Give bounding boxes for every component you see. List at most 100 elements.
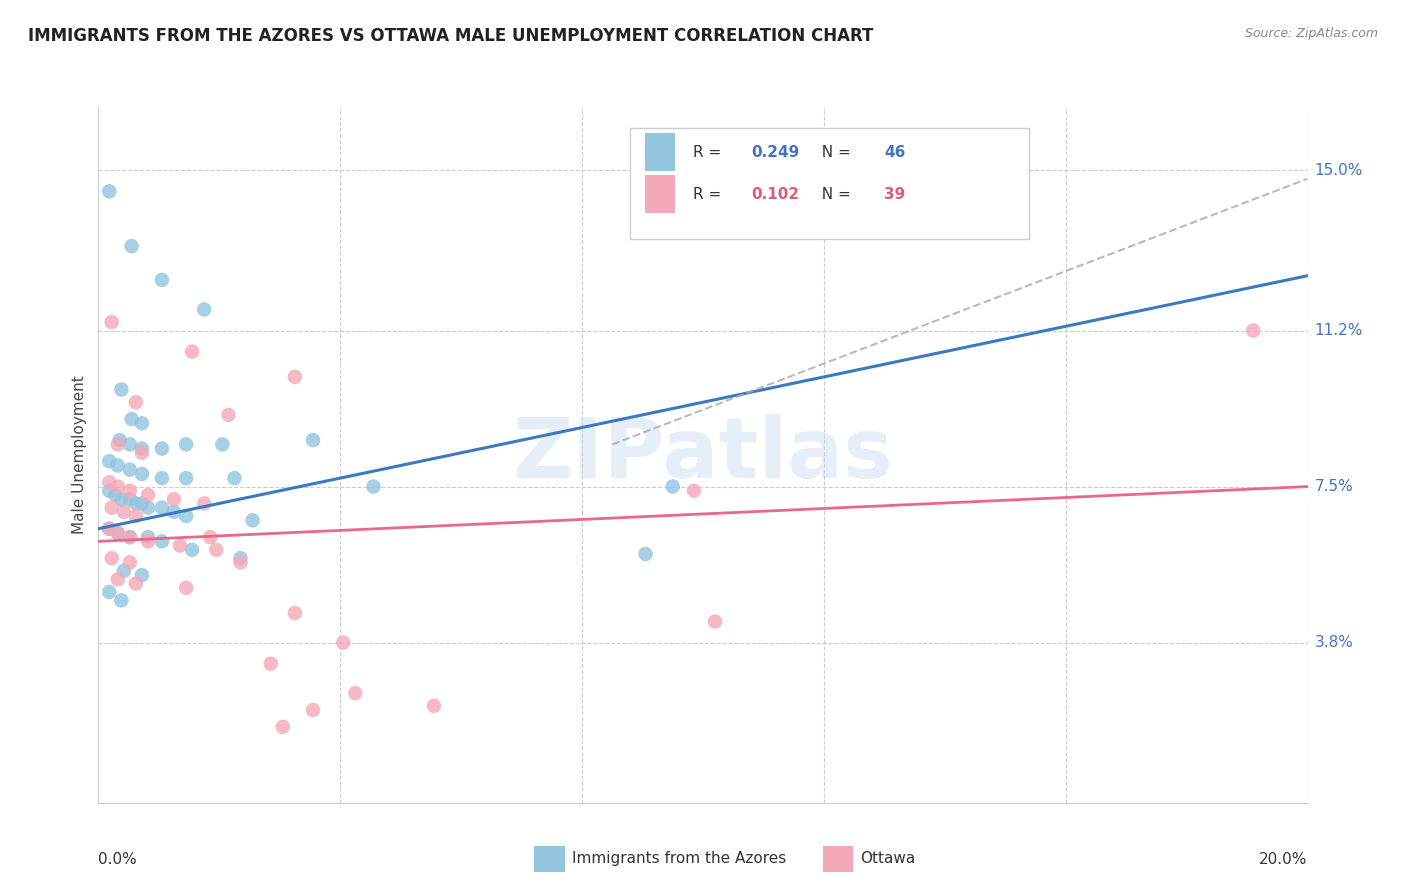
Point <box>200 530 222 544</box>
Point <box>118 483 141 498</box>
Point <box>136 530 159 544</box>
Text: N =: N = <box>811 145 855 160</box>
Text: 46: 46 <box>884 145 905 160</box>
Point <box>110 593 132 607</box>
Bar <box>645 175 675 213</box>
Point <box>181 344 204 359</box>
Point <box>174 581 197 595</box>
Point <box>284 370 307 384</box>
Bar <box>645 133 675 171</box>
Point <box>121 412 143 426</box>
Point <box>211 437 233 451</box>
Point <box>163 505 186 519</box>
Point <box>302 433 325 447</box>
Point <box>174 437 197 451</box>
Point <box>193 496 215 510</box>
Point <box>118 530 141 544</box>
Point <box>100 551 122 566</box>
Point <box>121 239 143 253</box>
Text: Immigrants from the Azores: Immigrants from the Azores <box>572 852 786 866</box>
Point <box>98 475 121 490</box>
Point <box>112 564 135 578</box>
Point <box>229 556 252 570</box>
Point <box>193 302 215 317</box>
Point <box>1241 324 1264 338</box>
Point <box>229 551 252 566</box>
Point <box>110 492 132 507</box>
Text: IMMIGRANTS FROM THE AZORES VS OTTAWA MALE UNEMPLOYMENT CORRELATION CHART: IMMIGRANTS FROM THE AZORES VS OTTAWA MAL… <box>28 27 873 45</box>
Point <box>118 463 141 477</box>
Point <box>181 542 204 557</box>
Point <box>118 437 141 451</box>
Text: ZIPatlas: ZIPatlas <box>513 415 893 495</box>
Point <box>125 395 148 409</box>
Text: 3.8%: 3.8% <box>1315 635 1354 650</box>
Point <box>125 576 148 591</box>
Point <box>112 505 135 519</box>
Point <box>100 500 122 515</box>
Point <box>242 513 264 527</box>
Point <box>150 273 173 287</box>
Point <box>224 471 246 485</box>
Point <box>205 542 228 557</box>
Point <box>125 496 148 510</box>
Point <box>136 500 159 515</box>
Point <box>284 606 307 620</box>
Point <box>423 698 446 713</box>
Text: 20.0%: 20.0% <box>1260 852 1308 866</box>
Text: 7.5%: 7.5% <box>1315 479 1353 494</box>
Text: R =: R = <box>693 145 727 160</box>
Point <box>163 492 186 507</box>
Point <box>704 615 727 629</box>
Point <box>98 454 121 468</box>
Point <box>98 585 121 599</box>
Text: 39: 39 <box>884 186 905 202</box>
Point <box>131 442 153 456</box>
Point <box>98 185 121 199</box>
Point <box>332 635 354 649</box>
Point <box>260 657 283 671</box>
FancyBboxPatch shape <box>630 128 1029 239</box>
Point <box>118 556 141 570</box>
Point <box>125 509 148 524</box>
Point <box>131 446 153 460</box>
Point <box>136 534 159 549</box>
Point <box>271 720 294 734</box>
Text: Source: ZipAtlas.com: Source: ZipAtlas.com <box>1244 27 1378 40</box>
Point <box>174 471 197 485</box>
Point <box>136 488 159 502</box>
Text: 0.102: 0.102 <box>751 186 800 202</box>
Point <box>98 483 121 498</box>
Y-axis label: Male Unemployment: Male Unemployment <box>72 376 87 534</box>
Point <box>107 525 129 540</box>
Point <box>131 417 153 431</box>
Text: 0.249: 0.249 <box>751 145 800 160</box>
Point <box>131 467 153 481</box>
Point <box>107 525 129 540</box>
Point <box>131 568 153 582</box>
Point <box>107 572 129 586</box>
Point <box>363 479 385 493</box>
Point <box>108 433 131 447</box>
Point <box>174 509 197 524</box>
Text: 15.0%: 15.0% <box>1315 163 1362 178</box>
Point <box>107 437 129 451</box>
Point <box>107 479 129 493</box>
Point <box>634 547 657 561</box>
Point <box>107 458 129 473</box>
Text: Ottawa: Ottawa <box>860 852 915 866</box>
Point <box>150 471 173 485</box>
Point <box>100 315 122 329</box>
Point <box>104 488 127 502</box>
Point <box>118 492 141 507</box>
Point <box>344 686 367 700</box>
Point <box>98 522 121 536</box>
Text: N =: N = <box>811 186 855 202</box>
Text: 11.2%: 11.2% <box>1315 323 1362 338</box>
Point <box>118 530 141 544</box>
Point <box>302 703 325 717</box>
Text: 0.0%: 0.0% <box>98 852 138 866</box>
Point <box>98 522 121 536</box>
Point <box>150 500 173 515</box>
Point <box>661 479 683 493</box>
